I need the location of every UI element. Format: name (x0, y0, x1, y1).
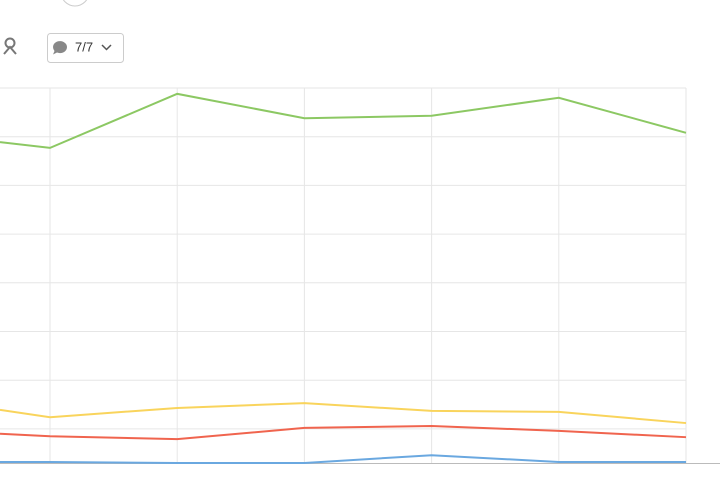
series-line (0, 92, 687, 149)
filter-button[interactable]: 7/7 (47, 33, 124, 63)
plot (0, 87, 720, 464)
series-line (0, 424, 687, 441)
series-line (0, 454, 686, 464)
filter-label: 7/7 (75, 39, 93, 54)
series-line (0, 402, 687, 425)
top-button[interactable] (61, 0, 89, 7)
pin-icon[interactable] (3, 37, 17, 55)
